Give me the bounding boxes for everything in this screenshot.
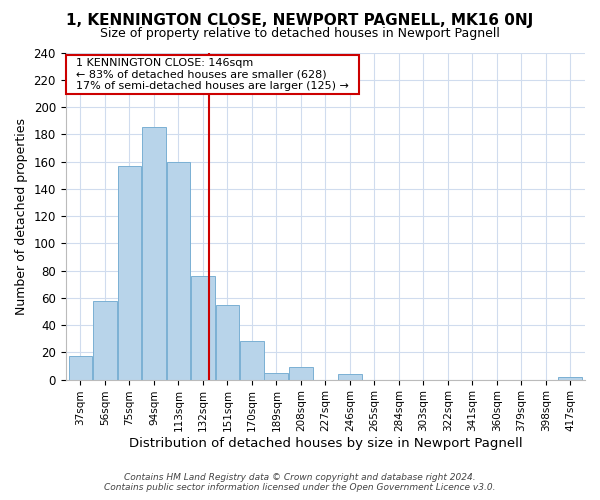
Bar xyxy=(559,377,582,380)
Bar xyxy=(191,276,215,380)
Text: Contains HM Land Registry data © Crown copyright and database right 2024.
Contai: Contains HM Land Registry data © Crown c… xyxy=(104,473,496,492)
Bar xyxy=(93,300,117,380)
Bar xyxy=(215,304,239,380)
Bar xyxy=(265,373,288,380)
Bar xyxy=(68,356,92,380)
Bar xyxy=(118,166,142,380)
Bar xyxy=(240,342,264,380)
Bar xyxy=(338,374,362,380)
Bar xyxy=(167,162,190,380)
Text: 1 KENNINGTON CLOSE: 146sqm
  ← 83% of detached houses are smaller (628)
  17% of: 1 KENNINGTON CLOSE: 146sqm ← 83% of deta… xyxy=(69,58,356,91)
Y-axis label: Number of detached properties: Number of detached properties xyxy=(15,118,28,314)
Text: 1, KENNINGTON CLOSE, NEWPORT PAGNELL, MK16 0NJ: 1, KENNINGTON CLOSE, NEWPORT PAGNELL, MK… xyxy=(67,12,533,28)
X-axis label: Distribution of detached houses by size in Newport Pagnell: Distribution of detached houses by size … xyxy=(128,437,522,450)
Bar xyxy=(289,368,313,380)
Text: Size of property relative to detached houses in Newport Pagnell: Size of property relative to detached ho… xyxy=(100,28,500,40)
Bar xyxy=(142,128,166,380)
